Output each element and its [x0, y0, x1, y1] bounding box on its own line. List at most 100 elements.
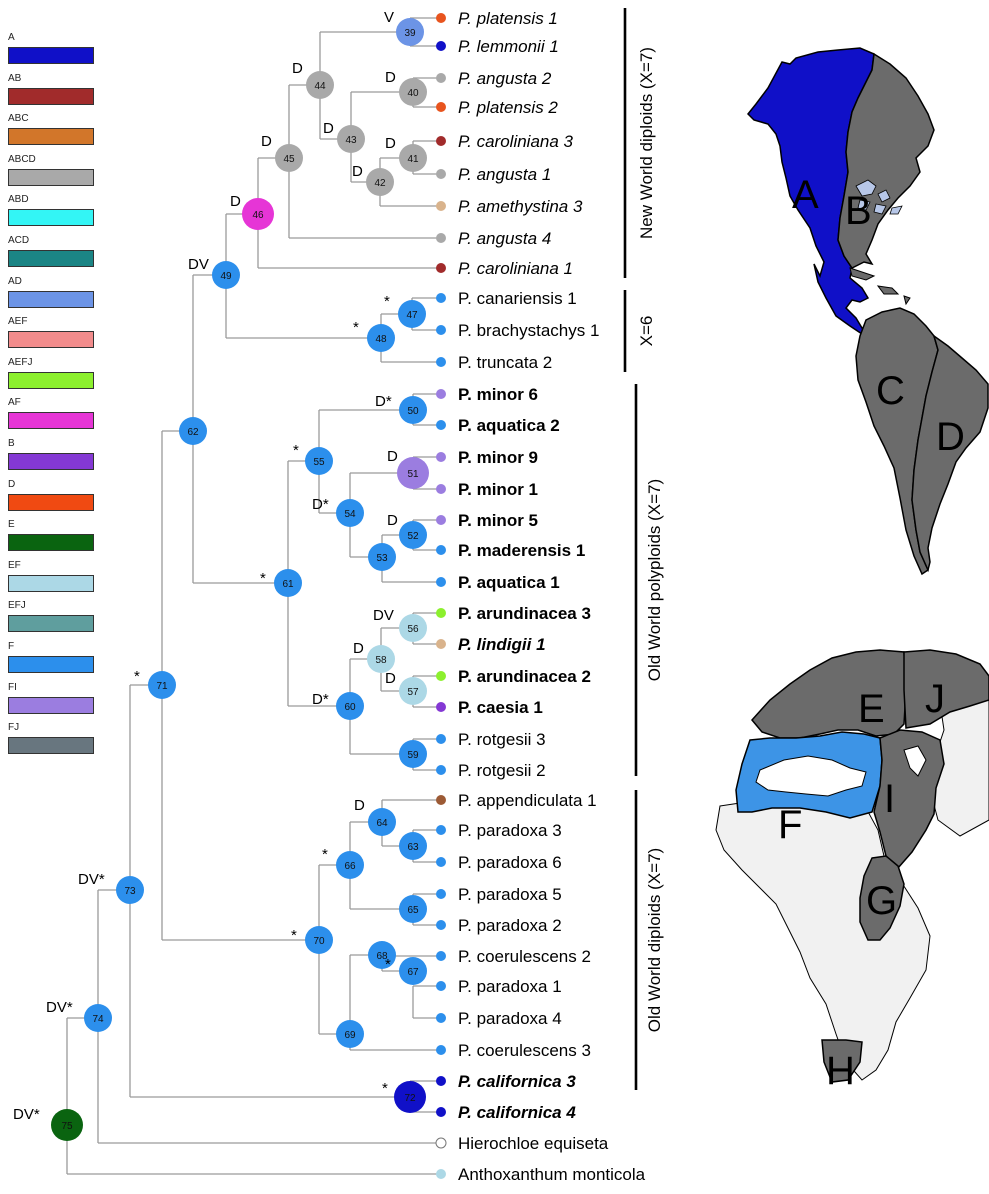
region-g-shape	[859, 855, 905, 941]
mediterranean-sea	[755, 755, 867, 797]
tip-label: P. rotgesii 2	[458, 761, 546, 780]
node-id: 53	[376, 553, 388, 564]
region-label-g: G	[866, 879, 897, 923]
node-annotation: D	[354, 797, 365, 814]
legend-label: ABD	[8, 194, 29, 206]
node-id: 58	[375, 655, 387, 666]
node-id: 54	[344, 509, 356, 520]
lakes	[855, 179, 903, 215]
node-annotation: *	[293, 442, 299, 459]
node-circle	[367, 645, 395, 673]
node-annotation: *	[353, 319, 359, 336]
node-circle	[399, 78, 427, 106]
legend-swatch	[8, 87, 94, 105]
tip-label: P. arundinacea 3	[458, 604, 591, 623]
legend-item: D	[8, 479, 98, 519]
region-h-shape	[821, 1039, 863, 1083]
tip-marker	[436, 1107, 446, 1117]
node-annotation: DV*	[46, 999, 73, 1016]
tip-marker	[436, 1076, 446, 1086]
tip-marker	[436, 765, 446, 775]
tip-label: P. californica 3	[458, 1072, 576, 1091]
legend-item: A	[8, 32, 98, 72]
tip-marker	[436, 889, 446, 899]
tip-marker	[436, 795, 446, 805]
node-annotation: D	[323, 120, 334, 137]
node-annotation: D	[385, 670, 396, 687]
node-annotation: D*	[312, 691, 329, 708]
node-circle	[396, 18, 424, 46]
node-circle	[397, 457, 429, 489]
tip-marker	[436, 102, 446, 112]
legend-swatch	[8, 534, 94, 552]
legend-swatch	[8, 453, 94, 470]
node-annotation: DV	[188, 256, 209, 273]
legend-swatch	[8, 47, 94, 64]
node-circle	[368, 808, 396, 836]
tip-label: P. angusta 2	[458, 69, 552, 88]
tip-marker	[436, 263, 446, 273]
tip-marker	[436, 13, 446, 23]
tip-label: P. caroliniana 3	[458, 132, 574, 151]
node-circle	[367, 324, 395, 352]
tip-marker	[436, 1045, 446, 1055]
tip-label: P. lemmonii 1	[458, 37, 559, 56]
legend-label: D	[8, 478, 16, 490]
legend-item: B	[8, 438, 98, 478]
node-circle	[116, 876, 144, 904]
tip-marker	[436, 73, 446, 83]
legend-item: ABCD	[8, 154, 98, 194]
legend-label: B	[8, 438, 15, 449]
tip-label: Hierochloe equiseta	[458, 1134, 609, 1153]
tip-label: P. truncata 2	[458, 353, 552, 372]
node-circle	[305, 447, 333, 475]
legend-label: AEFJ	[8, 356, 33, 368]
node-circle	[368, 543, 396, 571]
tip-marker	[436, 357, 446, 367]
legend-label: F	[8, 641, 15, 652]
legend-label: ABC	[8, 113, 29, 125]
legend-item: AF	[8, 397, 98, 437]
legend-swatch	[8, 493, 94, 511]
tip-label: P. paradoxa 4	[458, 1009, 562, 1028]
legend-label: A	[8, 32, 15, 43]
node-circle	[84, 1004, 112, 1032]
legend-item: F	[8, 641, 98, 681]
tip-marker	[436, 1169, 446, 1179]
tip-label: P. arundinacea 2	[458, 667, 591, 686]
caribbean-islands	[849, 267, 911, 306]
node-circle	[399, 144, 427, 172]
node-circle	[148, 671, 176, 699]
node-id: 63	[407, 842, 419, 853]
node-circle	[242, 198, 274, 230]
node-id: 49	[220, 271, 232, 282]
legend-item: EFJ	[8, 600, 98, 640]
node-annotation: D	[385, 69, 396, 86]
tip-label: P. platensis 1	[458, 9, 558, 28]
node-annotation: *	[260, 570, 266, 587]
node-circle	[399, 895, 427, 923]
tip-label: P. rotgesii 3	[458, 730, 546, 749]
region-label-i: I	[884, 777, 895, 821]
tip-label: P. paradoxa 2	[458, 916, 562, 935]
tip-label: P. canariensis 1	[458, 289, 577, 308]
tip-marker	[436, 293, 446, 303]
legend-swatch	[8, 331, 94, 349]
tip-label: Anthoxanthum monticola	[458, 1165, 646, 1184]
node-annotation: *	[385, 956, 391, 973]
group-label: New World diploids (X=7)	[637, 47, 656, 239]
node-id: 56	[407, 624, 419, 635]
group-label: Old World diploids (X=7)	[645, 848, 664, 1032]
node-annotation: D	[385, 135, 396, 152]
legend-label: AB	[8, 72, 22, 84]
node-circle	[366, 168, 394, 196]
node-circle	[336, 851, 364, 879]
area-legend: A AB ABC ABCD ABD ACD AD AEF AEFJ AF B D E EF EFJ F FI FJ	[0, 0, 100, 760]
tip-label: P. caesia 1	[458, 698, 543, 717]
node-id: 75	[61, 1121, 73, 1132]
legend-swatch	[8, 168, 94, 186]
node-circle	[212, 261, 240, 289]
tip-marker	[436, 389, 446, 399]
tip-label: P. paradoxa 1	[458, 977, 562, 996]
node-circle	[399, 396, 427, 424]
